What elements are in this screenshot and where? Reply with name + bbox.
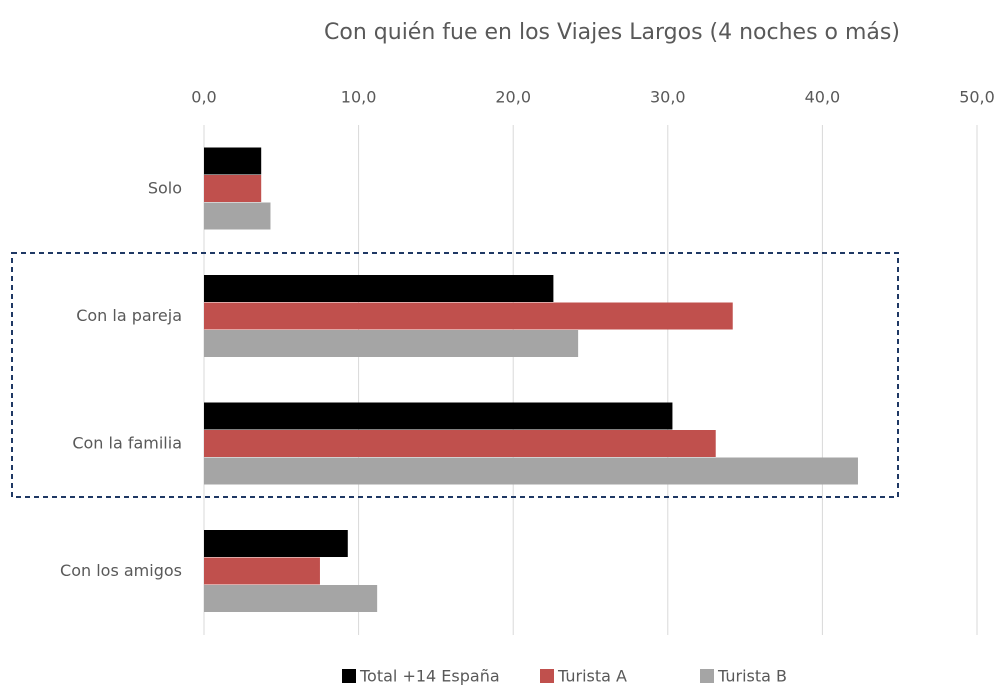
bar xyxy=(204,430,716,457)
bar xyxy=(204,302,733,330)
x-tick-label: 40,0 xyxy=(805,88,841,107)
x-tick-label: 0,0 xyxy=(191,88,216,107)
x-tick-label: 10,0 xyxy=(341,88,377,107)
highlight-box xyxy=(11,252,899,498)
legend-swatch xyxy=(540,669,554,683)
legend-swatch xyxy=(342,669,356,683)
x-tick-label: 30,0 xyxy=(650,88,686,107)
bar xyxy=(204,530,348,557)
bar xyxy=(204,557,320,585)
legend-label: Turista B xyxy=(717,667,787,686)
bar xyxy=(204,457,858,485)
bar xyxy=(204,402,673,430)
bar xyxy=(204,275,554,302)
y-tick-label: Solo xyxy=(148,178,182,197)
y-tick-label: Con la pareja xyxy=(76,306,182,325)
y-tick-label: Con los amigos xyxy=(60,561,182,580)
legend-label: Turista A xyxy=(557,667,627,686)
bar xyxy=(204,175,262,202)
bar xyxy=(204,147,262,175)
legend-label: Total +14 España xyxy=(359,667,500,686)
bar xyxy=(204,202,271,230)
bar xyxy=(204,585,378,612)
bar xyxy=(204,330,579,357)
x-tick-label: 20,0 xyxy=(495,88,531,107)
legend-swatch xyxy=(700,669,714,683)
chart-title: Con quién fue en los Viajes Largos (4 no… xyxy=(324,20,900,45)
y-tick-label: Con la familia xyxy=(72,433,182,452)
x-tick-label: 50,0 xyxy=(959,88,995,107)
